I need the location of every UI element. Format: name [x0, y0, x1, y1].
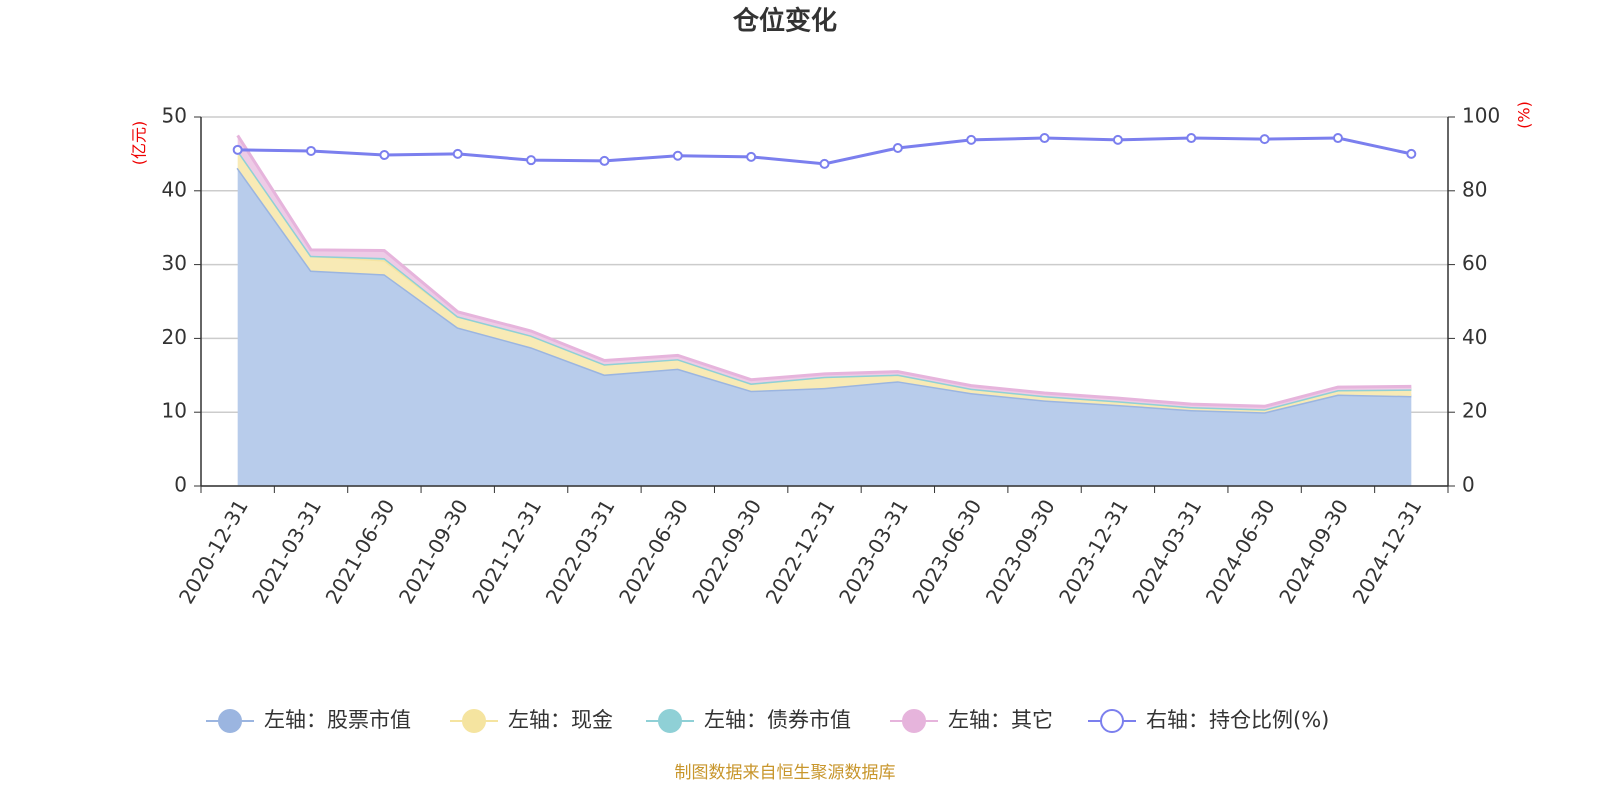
y-axis-label: (亿元) — [130, 121, 149, 166]
x-tick-label: 2020-12-31 — [174, 495, 253, 608]
ratio-point — [379, 150, 390, 161]
x-tick-label: 2024-06-30 — [1201, 495, 1280, 608]
y2-tick-label: 60 — [1462, 251, 1487, 275]
x-tick-label: 2022-06-30 — [614, 495, 693, 608]
x-tick-label: 2023-09-30 — [981, 495, 1060, 608]
legend-label: 左轴：现金 — [508, 708, 613, 732]
y-tick-label: 0 — [174, 473, 187, 497]
x-tick-label: 2021-03-31 — [247, 495, 326, 608]
x-tick-label: 2021-09-30 — [394, 495, 473, 608]
x-tick-label: 2021-06-30 — [321, 495, 400, 608]
ratio-point — [892, 142, 903, 153]
ratio-point — [1039, 133, 1050, 144]
y2-tick-label: 20 — [1462, 399, 1487, 423]
y-tick-label: 40 — [162, 177, 187, 201]
x-tick-label: 2024-09-30 — [1274, 495, 1353, 608]
ratio-point — [526, 155, 537, 166]
y-tick-label: 50 — [162, 104, 187, 128]
area — [237, 167, 1412, 486]
legend-label: 左轴：债券市值 — [704, 708, 851, 732]
area-edge — [236, 134, 1412, 408]
x-tick-label: 2024-12-31 — [1348, 495, 1427, 608]
legend-label: 左轴：股票市值 — [264, 708, 411, 732]
ratio-point — [819, 158, 830, 169]
x-tick-label: 2022-09-30 — [687, 495, 766, 608]
x-tick-label: 2022-12-31 — [761, 495, 840, 608]
ratio-point — [599, 155, 610, 166]
ratio-point — [1332, 133, 1343, 144]
y2-tick-label: 80 — [1462, 177, 1487, 201]
ratio-point — [1406, 148, 1417, 159]
y-tick-label: 30 — [162, 251, 187, 275]
legend-icon — [462, 709, 486, 733]
x-tick-label: 2023-03-31 — [834, 495, 913, 608]
x-tick-label: 2023-12-31 — [1054, 495, 1133, 608]
ratio-point — [1112, 134, 1123, 145]
ratio-point — [1259, 134, 1270, 145]
ratio-point — [306, 145, 317, 156]
legend-icon — [218, 709, 242, 733]
source-note: 制图数据来自恒生聚源数据库 — [675, 763, 896, 783]
x-tick-label: 2023-06-30 — [907, 495, 986, 608]
x-tick-label: 2022-03-31 — [541, 495, 620, 608]
ratio-point — [746, 151, 757, 162]
chart-title: 仓位变化 — [732, 6, 837, 37]
x-tick-label: 2024-03-31 — [1127, 495, 1206, 608]
ratio-point — [232, 144, 243, 155]
y2-tick-label: 100 — [1462, 104, 1500, 128]
ratio-point — [452, 148, 463, 159]
ratio-point — [672, 150, 683, 161]
legend-icon — [658, 709, 682, 733]
legend-icon — [1100, 709, 1124, 733]
x-tick-label: 2021-12-31 — [467, 495, 546, 608]
area — [237, 150, 1412, 413]
legend-label: 右轴：持仓比例(%) — [1146, 708, 1329, 732]
y-tick-label: 10 — [162, 399, 187, 423]
ratio-point — [966, 134, 977, 145]
y2-tick-label: 40 — [1462, 325, 1487, 349]
legend-icon — [902, 709, 926, 733]
legend-label: 左轴：其它 — [948, 708, 1053, 732]
ratio-point — [1186, 133, 1197, 144]
y2-tick-label: 0 — [1462, 473, 1475, 497]
y2-axis-label: (%) — [1515, 101, 1534, 129]
y-tick-label: 20 — [162, 325, 187, 349]
